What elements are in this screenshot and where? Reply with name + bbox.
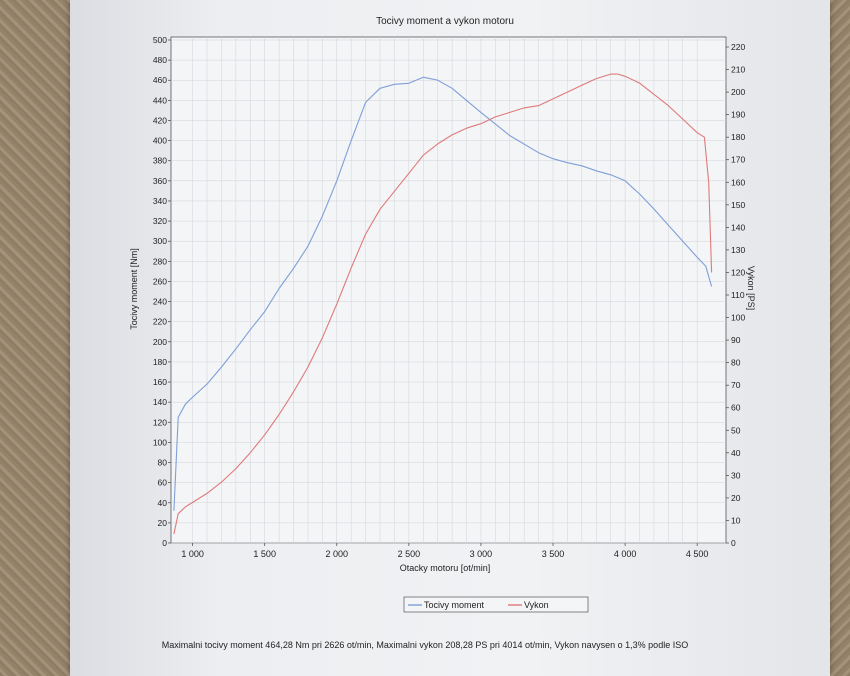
chart-title: Tocivy moment a vykon motoru — [376, 16, 514, 27]
y2-tick-label: 110 — [731, 290, 745, 300]
y-tick-label: 0 — [162, 538, 167, 548]
y-tick-label: 420 — [153, 115, 167, 125]
y-tick-label: 320 — [153, 216, 167, 226]
y-tick-label: 100 — [153, 437, 167, 447]
y2-tick-label: 180 — [731, 132, 745, 142]
y-tick-label: 160 — [153, 377, 167, 387]
y-tick-label: 140 — [153, 397, 167, 407]
y-tick-label: 280 — [153, 256, 167, 266]
x-tick-label: 1 000 — [181, 549, 204, 559]
y-tick-label: 80 — [158, 458, 168, 468]
grid-lines — [171, 37, 726, 544]
legend: Tocivy moment Vykon — [403, 596, 589, 613]
plot-area — [170, 36, 727, 544]
legend-box — [403, 596, 589, 613]
x-tick-label: 1 500 — [253, 549, 276, 559]
x-tick-label: 4 500 — [686, 549, 709, 559]
x-tick-label: 3 000 — [470, 549, 493, 559]
y2-tick-label: 140 — [731, 222, 745, 232]
y2-tick-label: 20 — [731, 493, 741, 503]
x-tick-label: 4 000 — [614, 549, 637, 559]
y-tick-label: 120 — [153, 417, 167, 427]
series-line-tocivy-moment — [173, 76, 713, 511]
y2-tick-label: 130 — [731, 245, 745, 255]
y-tick-label: 200 — [153, 337, 167, 347]
y2-tick-label: 200 — [731, 87, 745, 97]
y2-tick-label: 210 — [731, 65, 745, 75]
y-tick-label: 380 — [153, 156, 167, 166]
y2-tick-label: 220 — [731, 42, 745, 52]
y-tick-label: 360 — [153, 176, 167, 186]
y2-tick-label: 150 — [731, 200, 745, 210]
y2-tick-label: 40 — [731, 448, 741, 458]
y-tick-label: 460 — [153, 75, 167, 85]
y-tick-label: 20 — [158, 518, 168, 528]
y2-tick-label: 80 — [731, 358, 741, 368]
y2-tick-label: 160 — [731, 177, 745, 187]
y-tick-label: 300 — [153, 236, 167, 246]
y-tick-label: 220 — [153, 317, 167, 327]
y-tick-label: 500 — [153, 35, 167, 45]
legend-label-tocivy-moment: Tocivy moment — [424, 600, 485, 610]
y-tick-label: 440 — [153, 95, 167, 105]
y2-tick-label: 120 — [731, 267, 745, 277]
y2-tick-label: 30 — [731, 470, 741, 480]
x-tick-label: 3 500 — [542, 549, 565, 559]
y2-tick-label: 70 — [731, 380, 741, 390]
y2-tick-label: 90 — [731, 335, 741, 345]
y-tick-label: 60 — [158, 478, 168, 488]
x-tick-label: 2 500 — [398, 549, 421, 559]
y-tick-label: 40 — [158, 498, 168, 508]
y2-tick-label: 60 — [731, 403, 741, 413]
summary-footer: Maximalni tocivy moment 464,28 Nm pri 26… — [161, 640, 689, 650]
legend-label-vykon: Vykon — [524, 600, 549, 610]
x-tick-label: 2 000 — [326, 549, 349, 559]
carpet-background-left — [0, 0, 78, 676]
y-tick-label: 180 — [153, 357, 167, 367]
y2-tick-label: 50 — [731, 425, 741, 435]
y-axis-label: Tocivy moment [Nm] — [129, 248, 139, 330]
y-tick-label: 260 — [153, 276, 167, 286]
y-tick-label: 400 — [153, 136, 167, 146]
y2-axis-label: Vykon [PS] — [746, 266, 756, 310]
y2-tick-label: 10 — [731, 515, 741, 525]
y2-tick-label: 0 — [731, 538, 736, 548]
y2-tick-label: 170 — [731, 155, 745, 165]
y2-tick-label: 190 — [731, 110, 745, 120]
y-tick-label: 480 — [153, 55, 167, 65]
y2-tick-label: 100 — [731, 313, 745, 323]
series-line-vykon — [173, 73, 713, 535]
x-axis-label: Otacky motoru [ot/min] — [400, 563, 491, 573]
y-tick-label: 240 — [153, 297, 167, 307]
y-tick-label: 340 — [153, 196, 167, 206]
